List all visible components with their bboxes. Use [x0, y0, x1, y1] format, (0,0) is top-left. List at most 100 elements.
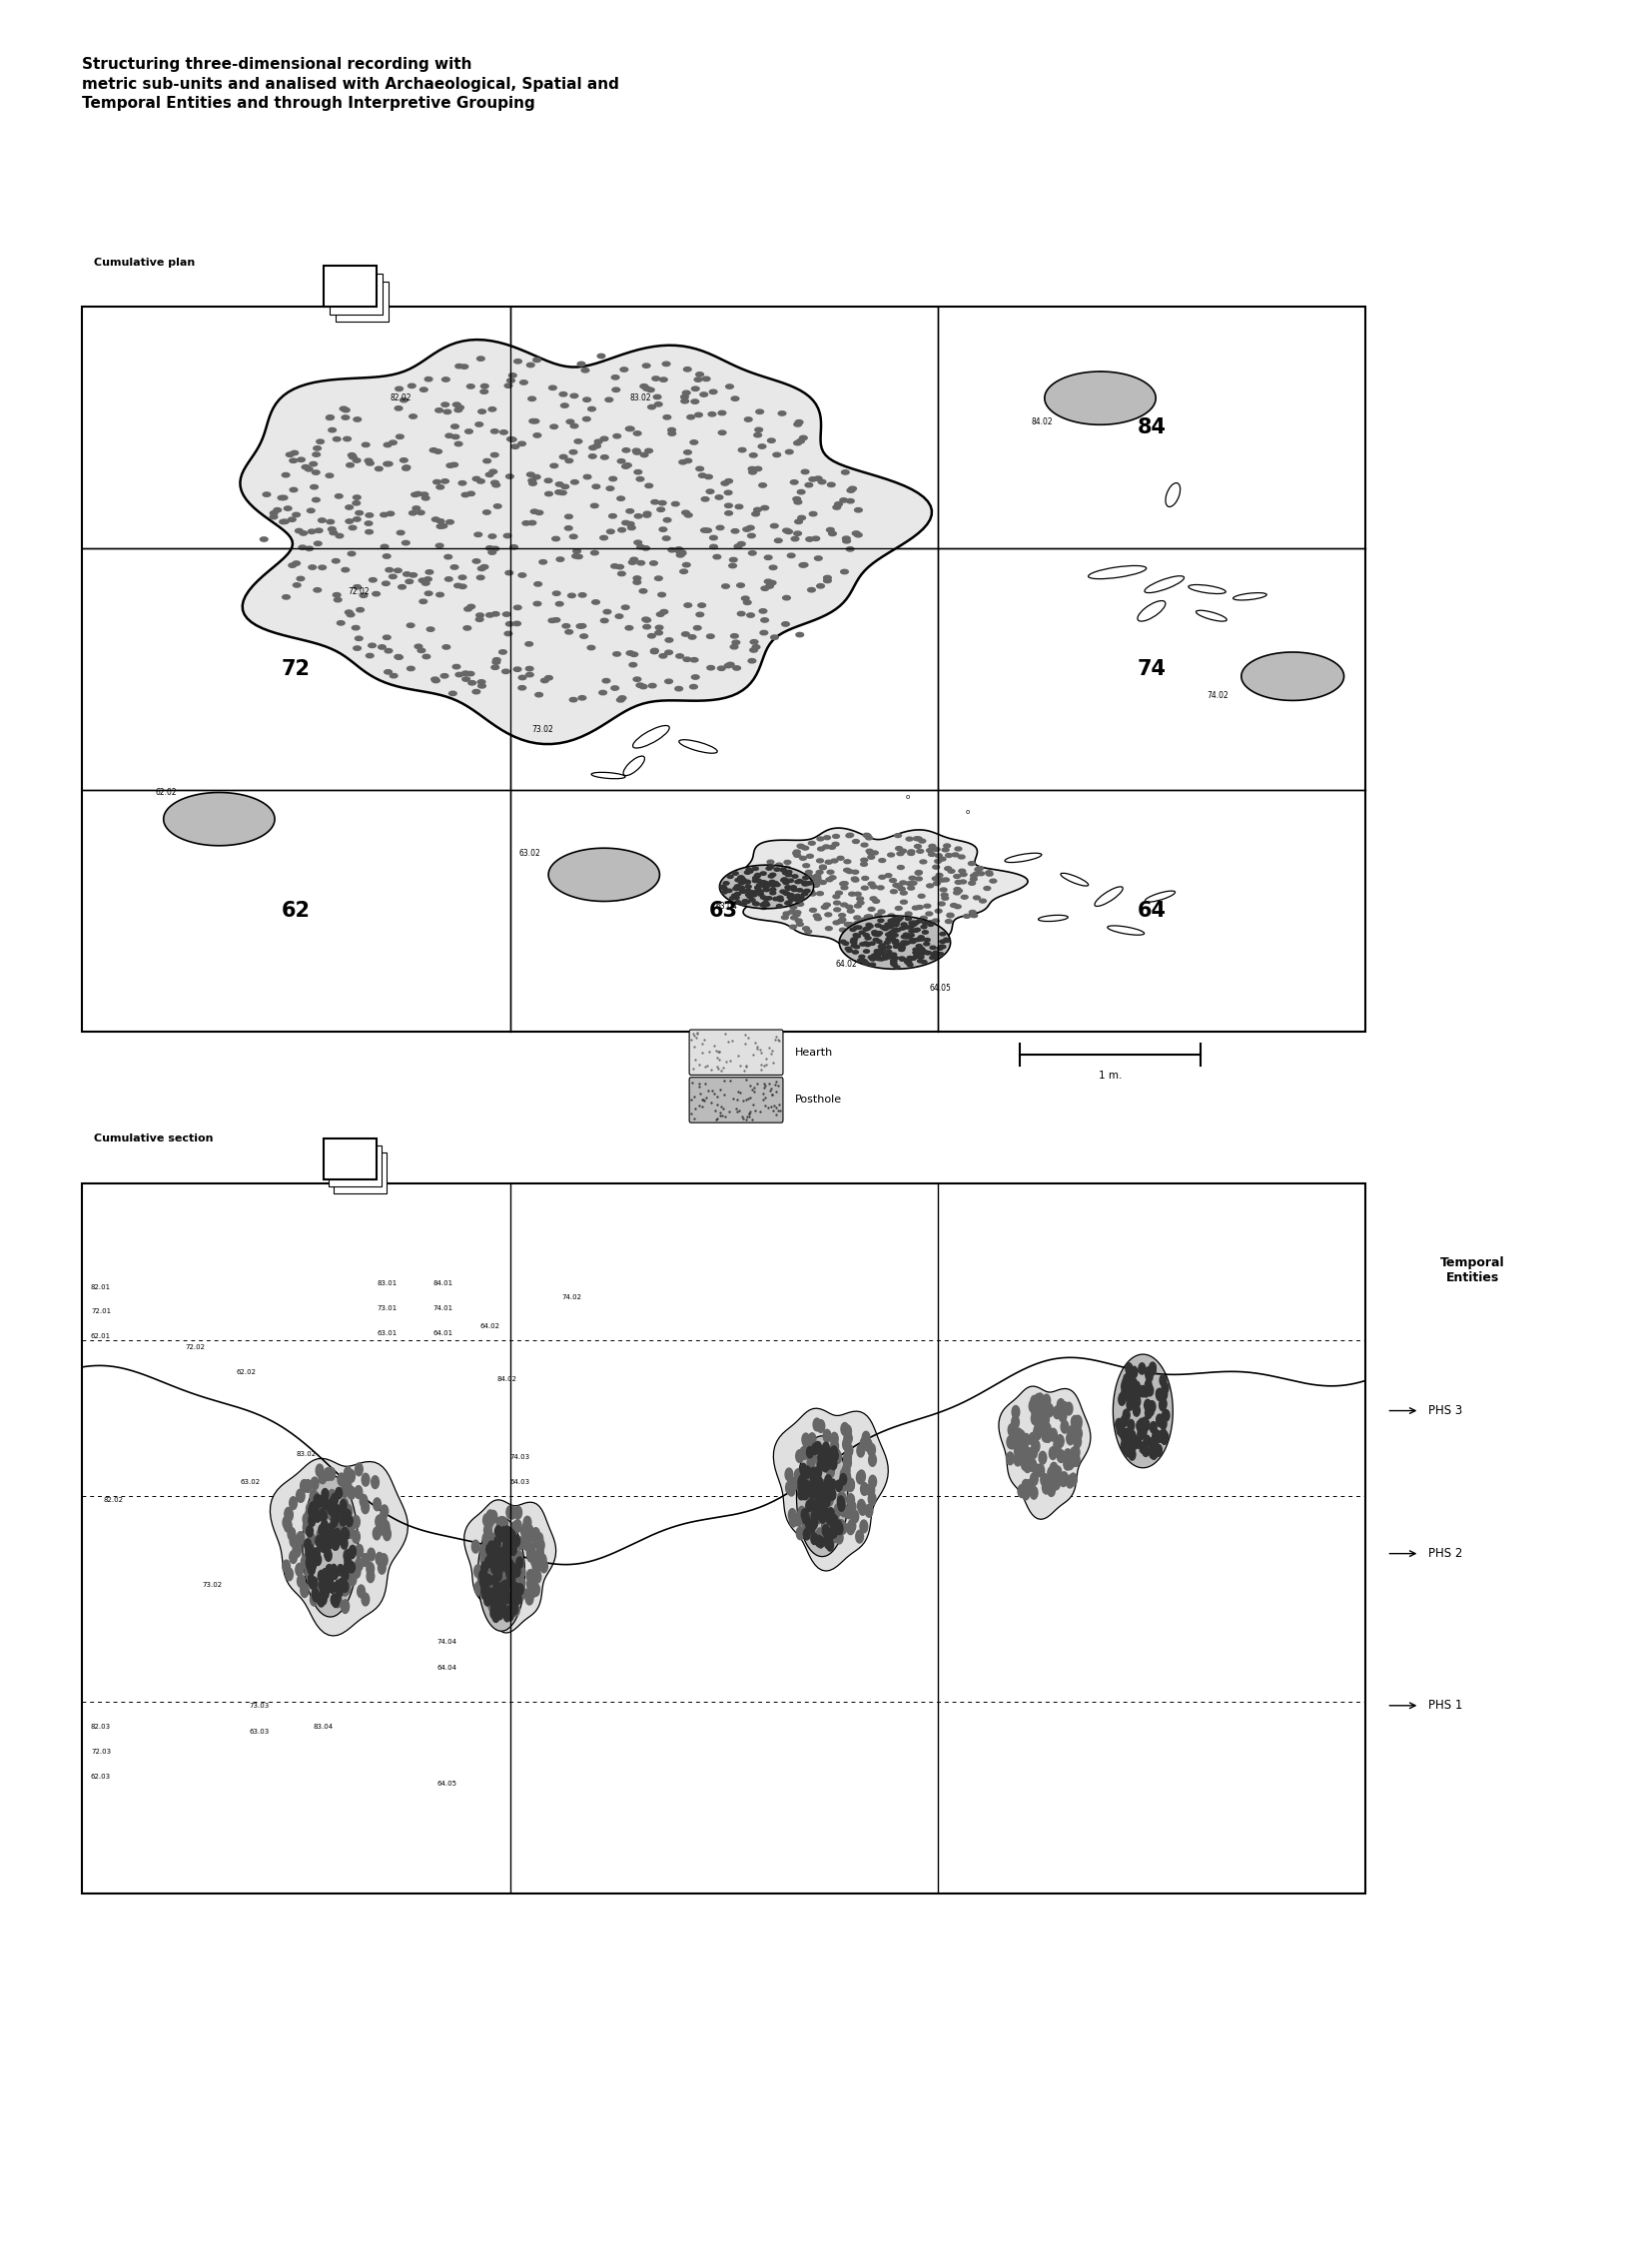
Circle shape: [326, 1501, 334, 1515]
Circle shape: [487, 1569, 494, 1583]
Circle shape: [619, 572, 625, 576]
Circle shape: [814, 1481, 821, 1492]
Circle shape: [332, 1538, 339, 1549]
Circle shape: [561, 862, 568, 866]
Circle shape: [734, 896, 739, 900]
Circle shape: [324, 1579, 331, 1590]
Circle shape: [786, 900, 791, 905]
Circle shape: [781, 621, 790, 626]
Circle shape: [785, 873, 791, 875]
Circle shape: [602, 875, 609, 880]
Circle shape: [637, 875, 643, 878]
Circle shape: [1038, 1413, 1046, 1424]
Circle shape: [219, 803, 224, 807]
Circle shape: [910, 875, 916, 880]
Circle shape: [910, 939, 916, 941]
Circle shape: [232, 821, 237, 823]
Circle shape: [734, 667, 740, 671]
Circle shape: [464, 626, 470, 631]
Circle shape: [709, 413, 716, 417]
Circle shape: [865, 914, 873, 919]
Circle shape: [954, 887, 961, 891]
Circle shape: [870, 957, 875, 962]
Circle shape: [248, 823, 255, 826]
Circle shape: [918, 955, 924, 959]
Circle shape: [553, 538, 559, 542]
Circle shape: [645, 483, 653, 488]
Circle shape: [518, 1576, 525, 1590]
Circle shape: [199, 801, 204, 805]
Circle shape: [306, 1504, 314, 1515]
Circle shape: [582, 896, 589, 898]
Circle shape: [701, 392, 707, 397]
Circle shape: [1092, 395, 1099, 399]
Circle shape: [242, 819, 247, 823]
Circle shape: [1094, 390, 1101, 395]
Circle shape: [831, 1449, 839, 1461]
Circle shape: [582, 397, 591, 401]
Circle shape: [739, 878, 744, 882]
Circle shape: [1281, 678, 1286, 683]
Circle shape: [526, 667, 533, 671]
Circle shape: [1099, 413, 1105, 415]
Circle shape: [869, 1474, 877, 1488]
Circle shape: [1306, 689, 1311, 692]
Circle shape: [847, 488, 855, 492]
Circle shape: [424, 576, 431, 581]
Circle shape: [191, 798, 196, 801]
Circle shape: [924, 905, 931, 907]
Circle shape: [293, 583, 301, 587]
Circle shape: [854, 925, 860, 930]
Circle shape: [500, 1601, 507, 1613]
Circle shape: [872, 930, 878, 934]
Circle shape: [579, 696, 586, 701]
Circle shape: [331, 1531, 337, 1542]
Circle shape: [1145, 1399, 1151, 1411]
Circle shape: [860, 1438, 869, 1449]
Circle shape: [1054, 1470, 1063, 1483]
Circle shape: [1138, 406, 1143, 411]
Circle shape: [1054, 1465, 1061, 1479]
Circle shape: [194, 826, 201, 830]
Circle shape: [1132, 390, 1138, 395]
Circle shape: [610, 685, 619, 689]
Circle shape: [811, 1486, 818, 1499]
Circle shape: [793, 497, 801, 501]
Circle shape: [574, 871, 579, 875]
Circle shape: [668, 549, 676, 551]
Circle shape: [910, 939, 916, 943]
Circle shape: [189, 816, 196, 819]
Circle shape: [507, 1563, 513, 1576]
Circle shape: [643, 363, 650, 367]
Polygon shape: [464, 1499, 556, 1633]
Text: Cumulative plan: Cumulative plan: [94, 259, 194, 268]
Circle shape: [977, 866, 984, 871]
Text: 73.02: 73.02: [531, 726, 553, 735]
Circle shape: [313, 1492, 319, 1504]
Circle shape: [903, 925, 910, 930]
Circle shape: [676, 553, 684, 558]
Circle shape: [319, 1472, 326, 1483]
Circle shape: [1277, 680, 1283, 685]
Circle shape: [1138, 1418, 1145, 1429]
Circle shape: [1311, 665, 1316, 669]
Circle shape: [385, 649, 393, 653]
Circle shape: [576, 871, 582, 875]
FancyBboxPatch shape: [689, 1077, 783, 1123]
Circle shape: [1071, 1415, 1079, 1429]
Circle shape: [855, 925, 862, 930]
Circle shape: [306, 547, 313, 551]
Circle shape: [803, 1517, 809, 1531]
Circle shape: [326, 1506, 334, 1520]
Circle shape: [873, 953, 880, 955]
Circle shape: [582, 894, 587, 896]
Circle shape: [969, 862, 975, 866]
Circle shape: [900, 880, 906, 885]
Circle shape: [1104, 392, 1110, 397]
Circle shape: [517, 1583, 523, 1594]
Circle shape: [786, 1481, 793, 1495]
Circle shape: [735, 503, 744, 508]
Circle shape: [783, 885, 790, 889]
Circle shape: [816, 860, 824, 862]
Circle shape: [908, 930, 915, 932]
